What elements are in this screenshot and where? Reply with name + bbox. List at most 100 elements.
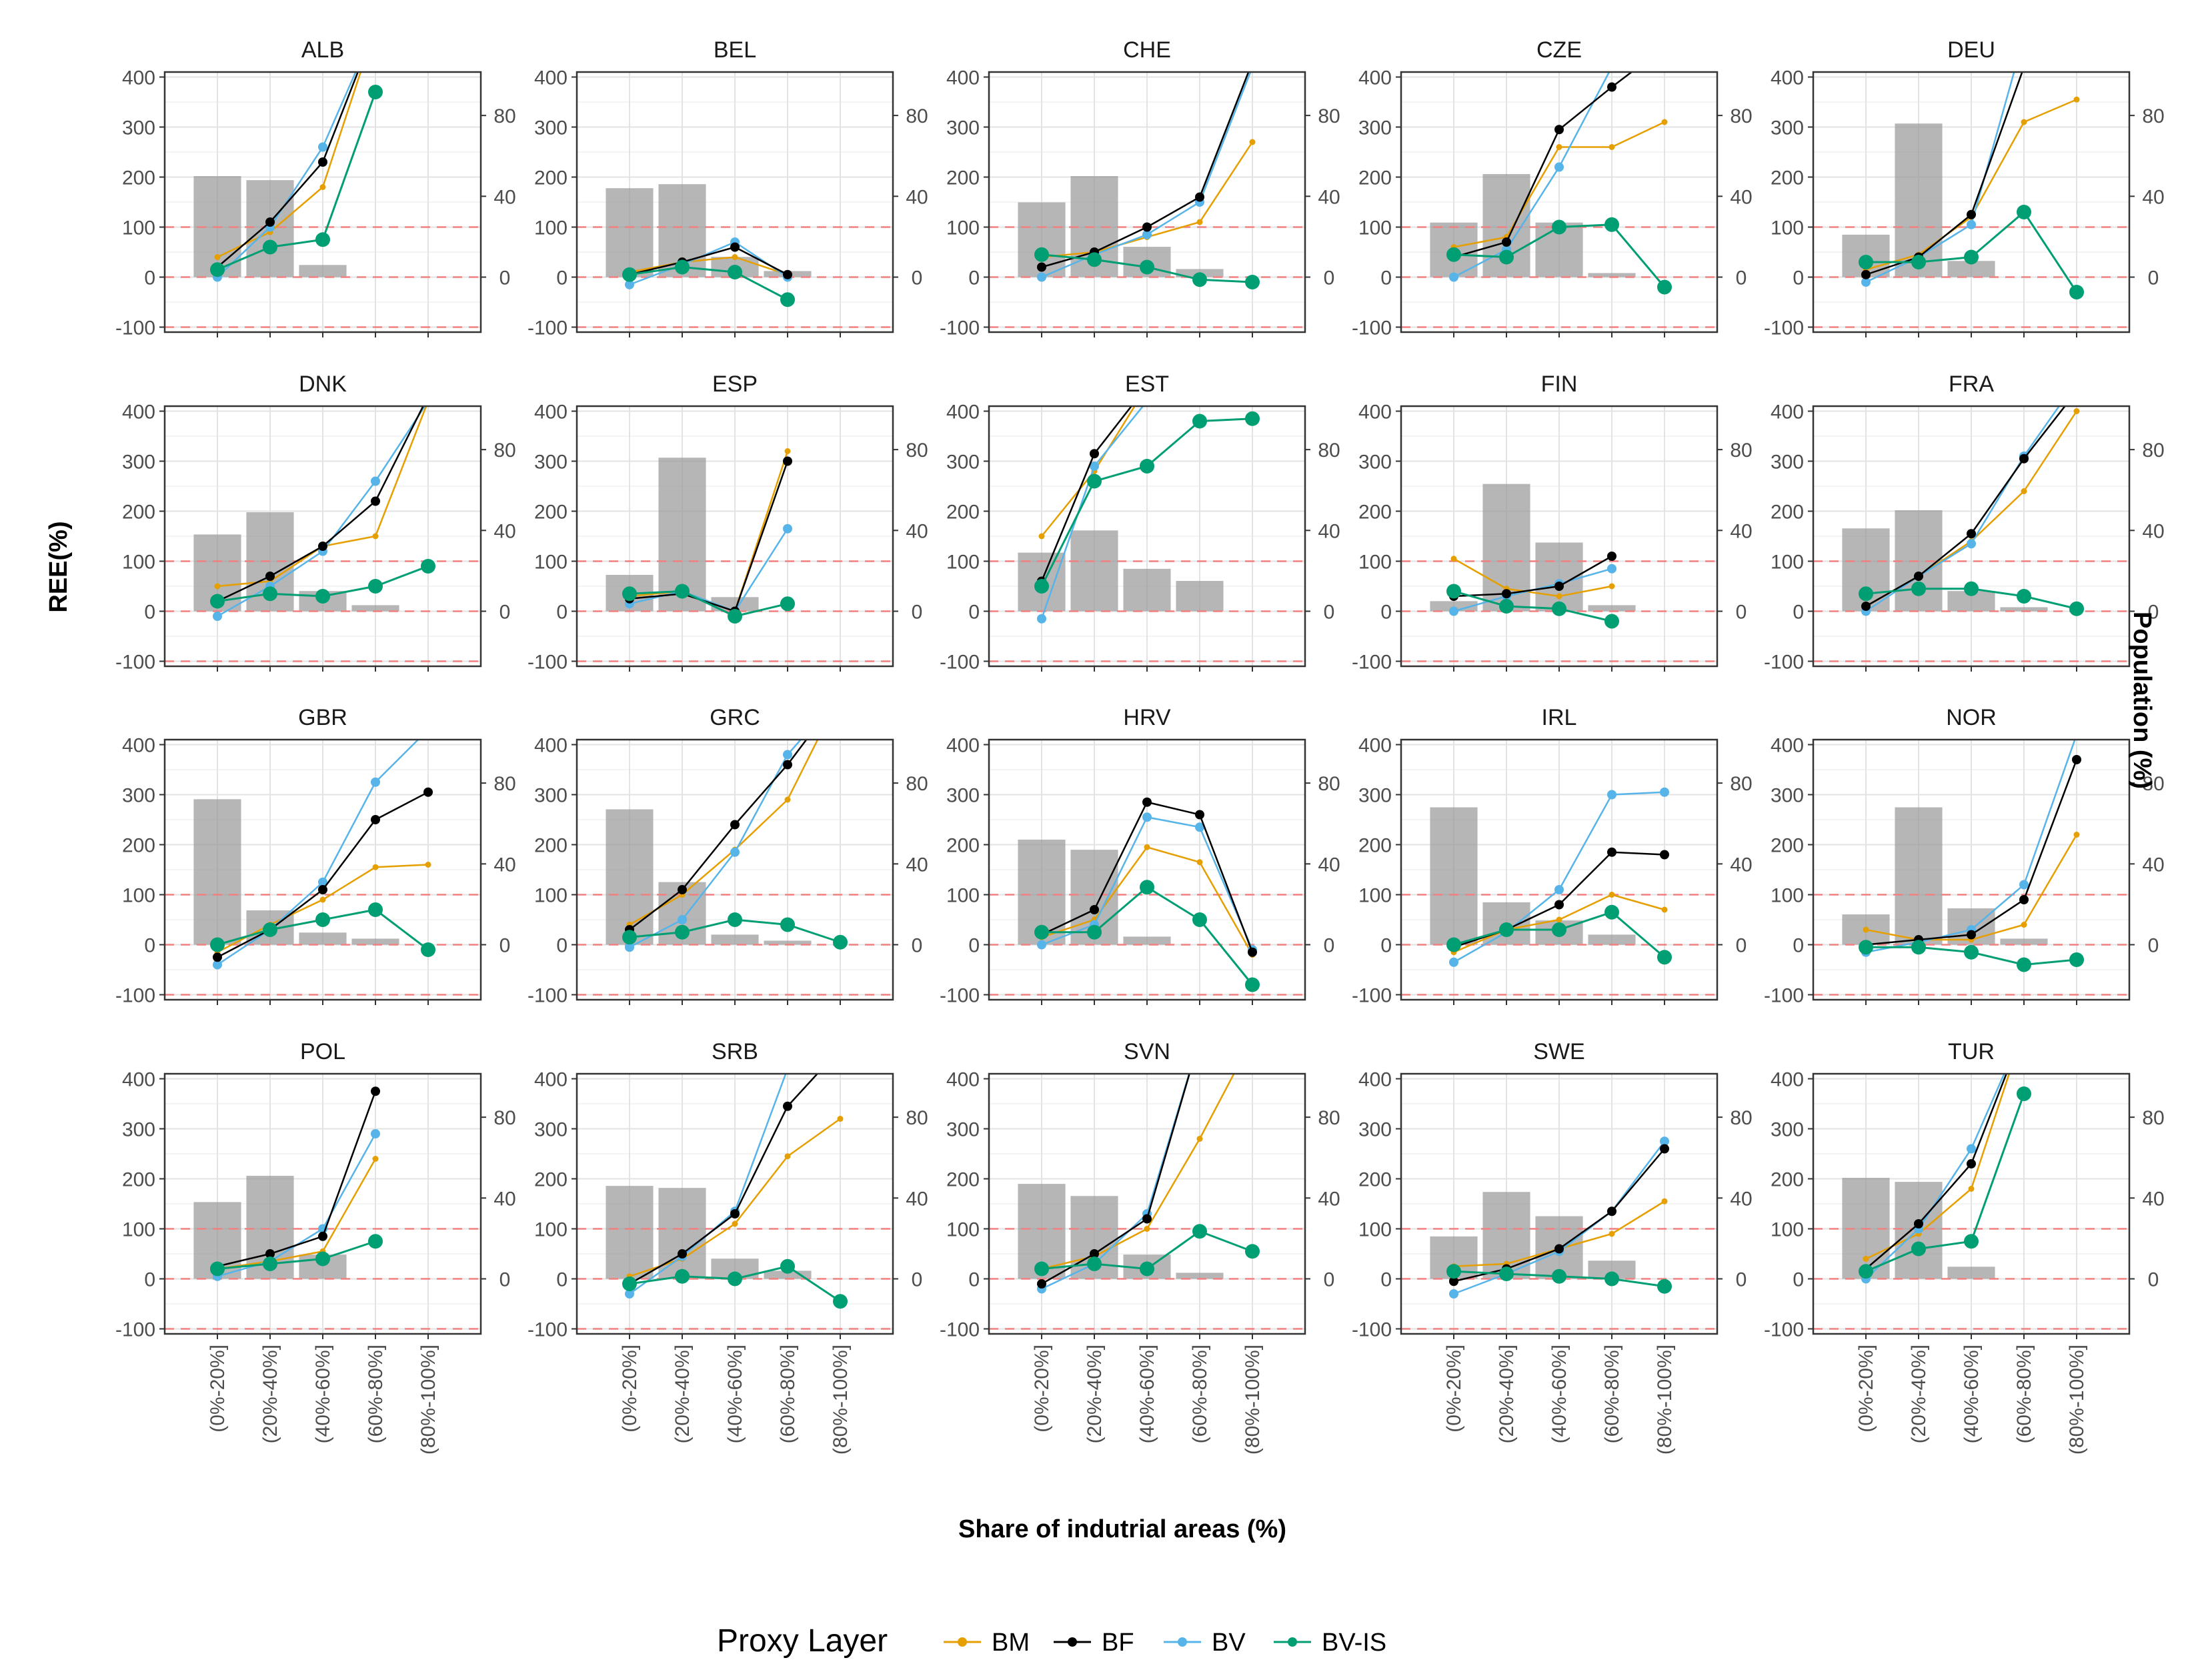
point-bf	[2019, 454, 2029, 464]
y2-tick-label: 80	[2142, 105, 2164, 127]
point-bv-is	[1911, 581, 1926, 596]
x-tick-label: (20%-40%]	[672, 1345, 694, 1443]
point-bv-is	[1034, 1261, 1049, 1277]
y-tick-label: 200	[946, 835, 980, 857]
point-bv	[2019, 33, 2029, 42]
y2-tick-label: 0	[1736, 602, 1747, 624]
panel-pol: POL -100 0 100 200 300 400 0 40 80 (0%-20%] (20%-40…	[115, 1039, 516, 1455]
point-bv-is	[1859, 586, 1873, 602]
y-tick-label: 100	[534, 1219, 568, 1241]
point-bv	[783, 524, 792, 534]
population-bar	[193, 799, 241, 945]
point-bf	[730, 820, 740, 830]
point-bv-is	[421, 942, 435, 957]
y-tick-label: 400	[946, 1069, 980, 1091]
point-bv	[1449, 606, 1458, 616]
point-bv-is	[675, 259, 690, 275]
point-bv	[625, 942, 634, 952]
point-bv-is	[1245, 1244, 1260, 1259]
y-tick-label: 100	[534, 552, 568, 574]
panel-title: FIN	[1541, 371, 1578, 397]
point-bv-is	[1657, 1279, 1672, 1294]
series-line-bf	[1041, 1074, 1190, 1285]
point-bm	[2021, 1026, 2027, 1032]
x-tick-label: (80%-100%]	[2066, 1345, 2088, 1455]
panel-plot	[210, 406, 435, 621]
y2-tick-label: 80	[1730, 773, 1752, 795]
y2-tick-label: 0	[2148, 1269, 2159, 1291]
point-bv-is	[263, 239, 277, 255]
point-bv-is	[210, 1261, 225, 1277]
point-bf	[371, 496, 380, 506]
series-line-bv	[1865, 72, 2015, 283]
y-tick-label: 0	[144, 1269, 155, 1291]
series-line-bv	[1865, 1074, 2005, 1280]
point-bv	[783, 1064, 792, 1074]
panel-bel: BEL -100 0 100 200 300 400 0 40 80	[527, 37, 928, 339]
y2-tick-label: 0	[499, 602, 511, 624]
y-tick-label: 100	[122, 552, 155, 574]
y-tick-label: 100	[1358, 1219, 1392, 1241]
point-bv-is	[1911, 940, 1926, 955]
point-bf	[1660, 850, 1669, 860]
y-tick-label: 0	[556, 935, 568, 957]
x-tick-label: (60%-80%]	[365, 1345, 387, 1443]
y-tick-label: -100	[527, 652, 568, 674]
point-bf	[783, 1101, 792, 1111]
point-bv	[2019, 880, 2029, 890]
y-tick-label: 100	[1771, 217, 1804, 239]
panel-irl: IRL -100 0 100 200 300 400 0 40 80	[1352, 705, 1753, 1007]
point-bf	[678, 885, 687, 894]
point-bv	[678, 915, 687, 924]
point-bv-is	[675, 924, 690, 940]
point-bv	[783, 750, 792, 760]
y-tick-label: 400	[122, 401, 155, 424]
point-bv-is	[263, 922, 277, 937]
point-bv-is	[1192, 912, 1207, 927]
y-tick-label: 400	[534, 401, 568, 424]
y-tick-label: -100	[940, 317, 980, 339]
y-tick-label: 0	[1793, 1269, 1804, 1291]
point-bv-is	[1034, 579, 1049, 594]
y-tick-label: 300	[946, 785, 980, 807]
series-line-bm	[629, 256, 788, 275]
panel-title: POL	[300, 1039, 345, 1064]
y-tick-label: 300	[1771, 785, 1804, 807]
y-tick-label: 100	[946, 552, 980, 574]
point-bv-is	[622, 586, 637, 602]
point-bf	[1861, 602, 1871, 611]
point-bf	[1967, 1159, 1976, 1168]
point-bm	[1608, 144, 1615, 150]
point-bv	[625, 279, 634, 289]
point-bv-is	[728, 1271, 742, 1287]
panel-plot	[1034, 1074, 1260, 1294]
panel-deu: DEU -100 0 100 200 300 400 0 40 80	[1764, 33, 2165, 339]
point-bm	[1144, 1226, 1150, 1232]
point-bf	[1195, 810, 1204, 820]
panel-plot	[1034, 406, 1260, 624]
panel-title: SWE	[1533, 1039, 1584, 1064]
point-bv-is	[728, 609, 742, 624]
y-tick-label: 400	[122, 735, 155, 757]
panel-title: EST	[1125, 371, 1169, 397]
point-bv-is	[1859, 940, 1873, 955]
y-tick-label: 100	[122, 885, 155, 907]
point-bm	[1450, 556, 1457, 562]
point-bv	[371, 23, 380, 32]
point-bv-is	[1604, 217, 1619, 232]
point-bf	[730, 1209, 740, 1218]
population-bar	[1588, 273, 1636, 277]
panel-plot	[1859, 33, 2084, 299]
y2-axis-title: Population (%)	[2128, 612, 2156, 789]
y-tick-label: -100	[115, 985, 155, 1007]
y2-tick-label: 40	[1730, 520, 1752, 542]
x-tick-label: (80%-100%]	[1654, 1345, 1676, 1455]
point-bf	[1607, 552, 1616, 561]
point-bm	[214, 583, 221, 590]
point-bm	[784, 796, 791, 803]
point-bv-is	[728, 265, 742, 279]
y-tick-label: 300	[1358, 1119, 1392, 1141]
point-bf	[1142, 1214, 1152, 1224]
y-tick-label: 400	[946, 401, 980, 424]
panel-title: TUR	[1948, 1039, 1995, 1064]
